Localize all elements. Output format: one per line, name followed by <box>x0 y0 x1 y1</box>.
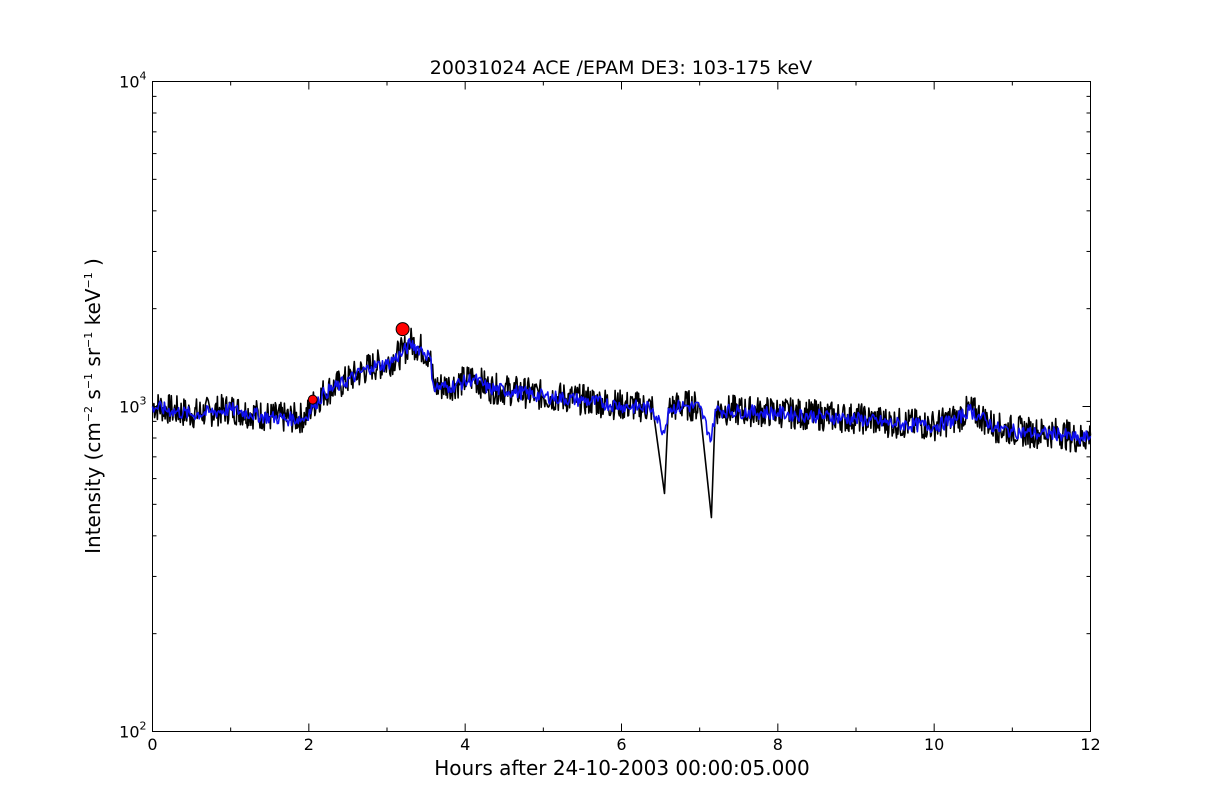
x-tick-label: 6 <box>616 735 626 754</box>
y-tick-label: 102 <box>119 720 146 742</box>
x-tick-label: 2 <box>304 735 314 754</box>
chart-title: 20031024 ACE /EPAM DE3: 103-175 keV <box>430 57 812 79</box>
x-axis-label: Hours after 24-10-2003 00:00:05.000 <box>434 756 810 780</box>
series-line-smoothed <box>151 338 1092 445</box>
y-axis-label: Intensity (cm−2 s−1 sr−1 keV−1 ) <box>81 258 105 554</box>
x-tick-label: 8 <box>773 735 783 754</box>
x-tick-label: 12 <box>1080 735 1100 754</box>
x-tick-label: 10 <box>924 735 944 754</box>
event-marker <box>395 322 410 337</box>
y-tick-label: 103 <box>119 395 146 417</box>
x-tick-label: 0 <box>147 735 157 754</box>
series-line-raw <box>152 327 1092 519</box>
x-tick-label: 4 <box>460 735 470 754</box>
y-tick-label: 104 <box>119 70 146 92</box>
event-marker <box>307 394 318 405</box>
